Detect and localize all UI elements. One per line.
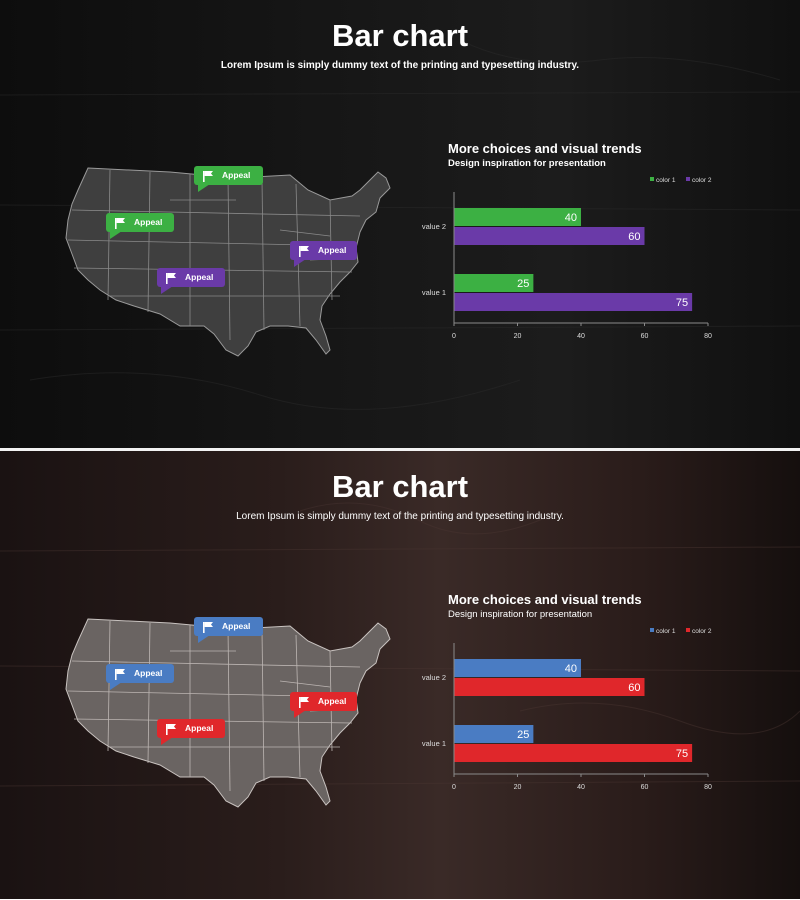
bar xyxy=(454,678,645,696)
x-tick-label: 20 xyxy=(514,333,522,340)
page-subtitle: Lorem Ipsum is simply dummy text of the … xyxy=(220,60,580,71)
chart-title: More choices and visual trends xyxy=(448,592,642,607)
callout-tail xyxy=(198,184,210,192)
x-tick-label: 20 xyxy=(514,784,522,791)
x-tick-label: 80 xyxy=(704,333,712,340)
callout-label: Appeal xyxy=(185,272,214,282)
callout-bg xyxy=(106,664,174,683)
bar xyxy=(454,293,693,311)
bar xyxy=(454,744,693,762)
callout-tail xyxy=(161,286,173,294)
callout-label: Appeal xyxy=(222,170,251,180)
flag-icon xyxy=(203,171,213,182)
callout-label: Appeal xyxy=(134,217,163,227)
data-label: 25 xyxy=(517,729,529,741)
legend-swatch xyxy=(686,177,690,181)
callout-tail xyxy=(110,231,122,239)
flag-icon xyxy=(166,724,176,735)
callout-bg xyxy=(194,166,263,185)
us-map xyxy=(65,167,391,357)
bar-chart: color 1 color 2 value 2 40 60 value 1 25 75 0 20 4… xyxy=(422,177,712,340)
x-tick-label: 40 xyxy=(577,784,585,791)
appeal-callout[interactable]: Appeal xyxy=(157,719,225,745)
category-label: value 2 xyxy=(422,673,446,682)
appeal-callout[interactable]: Appeal xyxy=(194,166,263,192)
callout-tail xyxy=(294,710,306,718)
legend-label: color 1 xyxy=(656,628,676,635)
x-tick-label: 0 xyxy=(452,333,456,340)
flag-icon xyxy=(299,246,309,257)
flag-icon xyxy=(299,697,309,708)
callout-bg xyxy=(290,692,357,711)
bar xyxy=(454,274,534,292)
slide-dark: Bar chart Lorem Ipsum is simply dummy te… xyxy=(0,0,800,448)
bar-chart: color 1 color 2 value 2 40 60 value 1 25 75 0 20 4… xyxy=(422,628,712,791)
chart-subtitle: Design inspiration for presentation xyxy=(448,609,593,620)
page-title: Bar chart xyxy=(331,469,469,504)
category-label: value 1 xyxy=(422,288,446,297)
x-tick-label: 40 xyxy=(577,333,585,340)
callout-label: Appeal xyxy=(185,723,214,733)
slide-wood: Bar chart Lorem Ipsum is simply dummy te… xyxy=(0,451,800,899)
appeal-callout[interactable]: Appeal xyxy=(106,213,174,239)
bar xyxy=(454,208,581,226)
bar xyxy=(454,659,581,677)
flag-icon xyxy=(115,669,125,680)
callout-bg xyxy=(194,617,263,636)
callout-tail xyxy=(110,682,122,690)
legend-label: color 2 xyxy=(692,177,712,184)
callout-bg xyxy=(157,719,225,738)
data-label: 40 xyxy=(565,663,577,675)
category-label: value 1 xyxy=(422,739,446,748)
x-tick-label: 60 xyxy=(641,784,649,791)
callout-bg xyxy=(106,213,174,232)
data-label: 25 xyxy=(517,278,529,290)
chart-title: More choices and visual trends xyxy=(448,141,642,156)
flag-icon xyxy=(166,273,176,284)
data-label: 75 xyxy=(676,748,688,760)
callout-bg xyxy=(290,241,357,260)
flag-icon xyxy=(203,622,213,633)
appeal-callout[interactable]: Appeal xyxy=(106,664,174,690)
flag-icon xyxy=(115,218,125,229)
callout-tail xyxy=(198,635,210,643)
data-label: 60 xyxy=(628,682,640,694)
appeal-callout[interactable]: Appeal xyxy=(290,692,357,718)
callout-label: Appeal xyxy=(318,245,347,255)
appeal-callout[interactable]: Appeal xyxy=(290,241,357,267)
x-tick-label: 80 xyxy=(704,784,712,791)
page-subtitle: Lorem Ipsum is simply dummy text of the … xyxy=(236,511,564,522)
page-title: Bar chart xyxy=(331,18,469,53)
callout-label: Appeal xyxy=(222,621,251,631)
callout-label: Appeal xyxy=(134,668,163,678)
data-label: 40 xyxy=(565,212,577,224)
x-tick-label: 0 xyxy=(452,784,456,791)
chart-subtitle: Design inspiration for presentation xyxy=(448,158,606,169)
callout-tail xyxy=(161,737,173,745)
bar xyxy=(454,725,534,743)
callout-tail xyxy=(294,259,306,267)
us-map xyxy=(65,618,391,808)
legend-swatch xyxy=(650,628,654,632)
x-tick-label: 60 xyxy=(641,333,649,340)
category-label: value 2 xyxy=(422,222,446,231)
appeal-callout[interactable]: Appeal xyxy=(194,617,263,643)
callout-bg xyxy=(157,268,225,287)
data-label: 60 xyxy=(628,231,640,243)
slide-divider xyxy=(0,448,800,451)
callout-label: Appeal xyxy=(318,696,347,706)
legend-label: color 1 xyxy=(656,177,676,184)
bar xyxy=(454,227,645,245)
legend-swatch xyxy=(650,177,654,181)
legend-swatch xyxy=(686,628,690,632)
legend-label: color 2 xyxy=(692,628,712,635)
data-label: 75 xyxy=(676,297,688,309)
appeal-callout[interactable]: Appeal xyxy=(157,268,225,294)
